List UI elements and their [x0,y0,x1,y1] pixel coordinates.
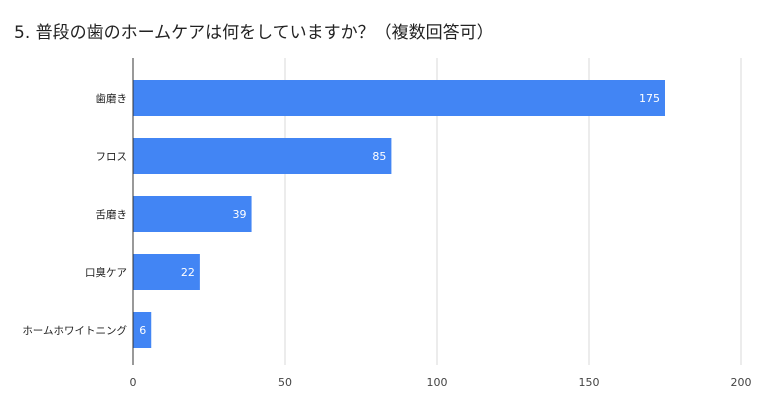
bar-value-label: 39 [233,208,247,221]
bar [133,312,152,348]
category-label: 歯磨き [96,92,128,105]
category-label: フロス [96,151,128,163]
bar-value-label: 6 [139,324,146,337]
bar-value-label: 85 [372,150,386,163]
x-tick-label: 150 [579,376,600,389]
bars: 175 85 39 22 6 [133,80,665,348]
bar [133,80,665,116]
bar [133,138,392,174]
bar-value-label: 175 [639,92,660,105]
bar [133,196,252,232]
x-tick-label: 200 [731,376,752,389]
chart-title: 5. 普段の歯のホームケアは何をしていますか？（複数回答可） [14,23,494,43]
x-tick-label: 0 [130,376,137,389]
category-label: 舌磨き [96,209,128,221]
x-tick-label: 100 [427,376,448,389]
category-label: 口臭ケア [85,266,127,279]
bar [133,254,200,290]
category-label: ホームホワイトニング [22,324,127,337]
x-tick-label: 50 [278,376,292,389]
bar-value-label: 22 [181,266,195,279]
x-tick-labels: 0 50 100 150 200 [130,376,752,389]
